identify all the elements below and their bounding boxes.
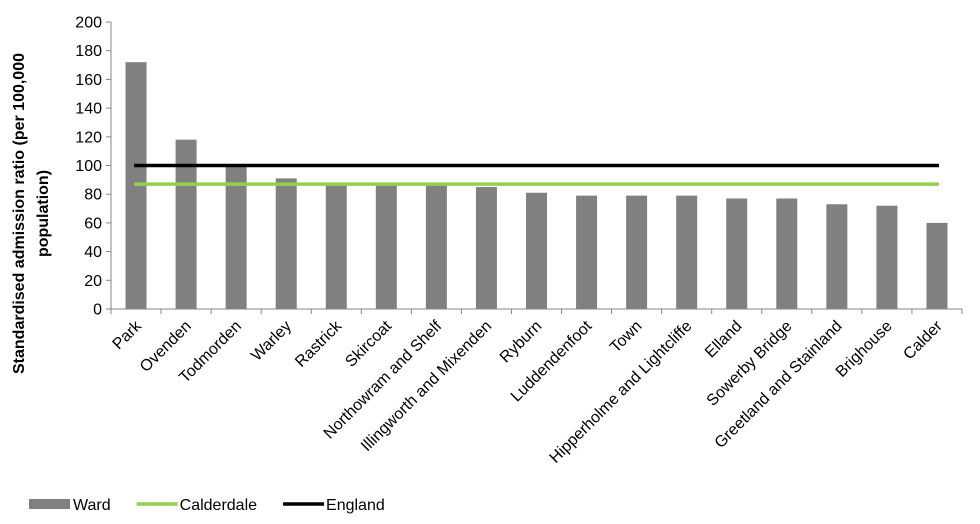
y-axis-title-line: Standardised admission ratio (per 100,00… [11, 53, 28, 374]
bar-illingworth-and-mixenden [475, 187, 497, 309]
legend-item-calderdale: Calderdale [136, 497, 257, 514]
bar-town [626, 195, 648, 309]
legend-item-ward: Ward [29, 497, 111, 514]
legend-label-england: England [326, 497, 385, 514]
bar-elland [726, 198, 748, 309]
bar-ovenden [175, 139, 197, 309]
legend-label-calderdale: Calderdale [180, 497, 257, 514]
y-tick-label: 160 [75, 72, 102, 89]
y-tick-label: 0 [93, 302, 102, 319]
y-tick-label: 60 [84, 215, 102, 232]
x-tick-label-rastrick: Rastrick [292, 317, 346, 371]
axes-layer [106, 21, 963, 314]
legend-item-england: England [283, 497, 385, 514]
x-tick-label-park: Park [110, 317, 146, 353]
x-tick-label-warley: Warley [248, 318, 295, 365]
bars-layer [125, 62, 948, 310]
bar-sowerby-bridge [776, 198, 798, 309]
y-tick-label: 40 [84, 244, 102, 261]
bar-hipperholme-and-lightcliffe [676, 195, 698, 309]
x-tick-label-town: Town [607, 318, 645, 356]
y-tick-label: 180 [75, 43, 102, 60]
x-tick-label-ryburn: Ryburn [497, 318, 545, 366]
y-tick-label: 100 [75, 158, 102, 175]
y-tick-label: 20 [84, 273, 102, 290]
y-axis-title-line: population) [35, 170, 52, 257]
bar-skircoat [375, 184, 397, 309]
x-tick-label-elland: Elland [702, 318, 745, 361]
reference-lines-layer [134, 163, 939, 186]
bar-calder [926, 222, 948, 309]
bar-greetland-and-stainland [826, 204, 848, 309]
legend-label-ward: Ward [73, 497, 111, 514]
bar-rastrick [325, 184, 347, 309]
y-tick-label: 80 [84, 187, 102, 204]
y-tick-label: 200 [75, 15, 102, 32]
y-tick-label: 120 [75, 129, 102, 146]
bar-ryburn [526, 192, 547, 309]
legend-swatch-ward [29, 499, 70, 509]
y-axis-title: Standardised admission ratio (per 100,00… [11, 53, 52, 374]
bar-luddendenfoot [576, 195, 598, 309]
bar-brighouse [876, 205, 898, 309]
bar-northowram-and-shelf [425, 185, 447, 309]
x-tick-label-calder: Calder [900, 317, 946, 363]
bar-todmorden [225, 165, 247, 309]
bar-warley [275, 178, 297, 309]
y-tick-label: 140 [75, 101, 102, 118]
legend: Ward Calderdale England [29, 497, 385, 514]
x-tick-label-sowerby-bridge: Sowerby Bridge [704, 318, 796, 410]
